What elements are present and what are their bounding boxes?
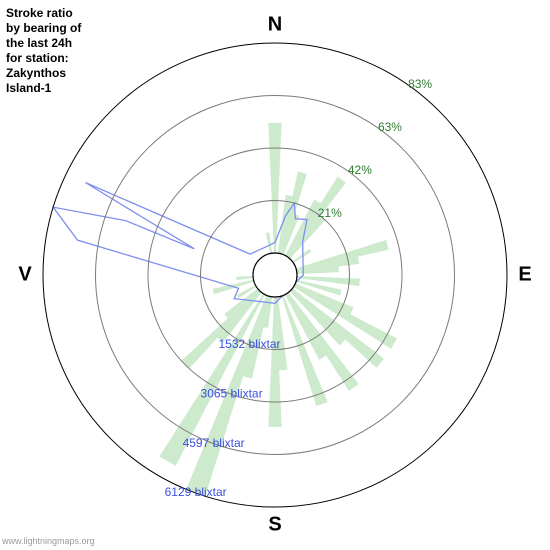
- polar-bar: [268, 123, 281, 253]
- cardinal-label: S: [268, 513, 281, 535]
- polar-chart: 21% 42% 63% 83% 1532 blixtar 3065 blixtar 4597…: [0, 0, 550, 550]
- blixtar-ring-label: 6129 blixtar: [165, 485, 227, 499]
- polar-bar: [266, 232, 272, 253]
- cardinal-label: V: [18, 263, 32, 285]
- pct-ring-label: 63%: [378, 120, 402, 134]
- blixtar-ring-label: 1532 blixtar: [218, 337, 280, 351]
- center-circle: [253, 253, 297, 297]
- cardinal-label: N: [268, 13, 282, 35]
- blixtar-ring-label: 4597 blixtar: [183, 436, 245, 450]
- cardinal-label: E: [518, 263, 531, 285]
- polar-bar: [236, 276, 253, 280]
- blixtar-ring-label: 3065 blixtar: [201, 387, 263, 401]
- pct-ring-label: 83%: [408, 77, 432, 91]
- pct-ring-label: 42%: [348, 163, 372, 177]
- pct-ring-label: 21%: [318, 206, 342, 220]
